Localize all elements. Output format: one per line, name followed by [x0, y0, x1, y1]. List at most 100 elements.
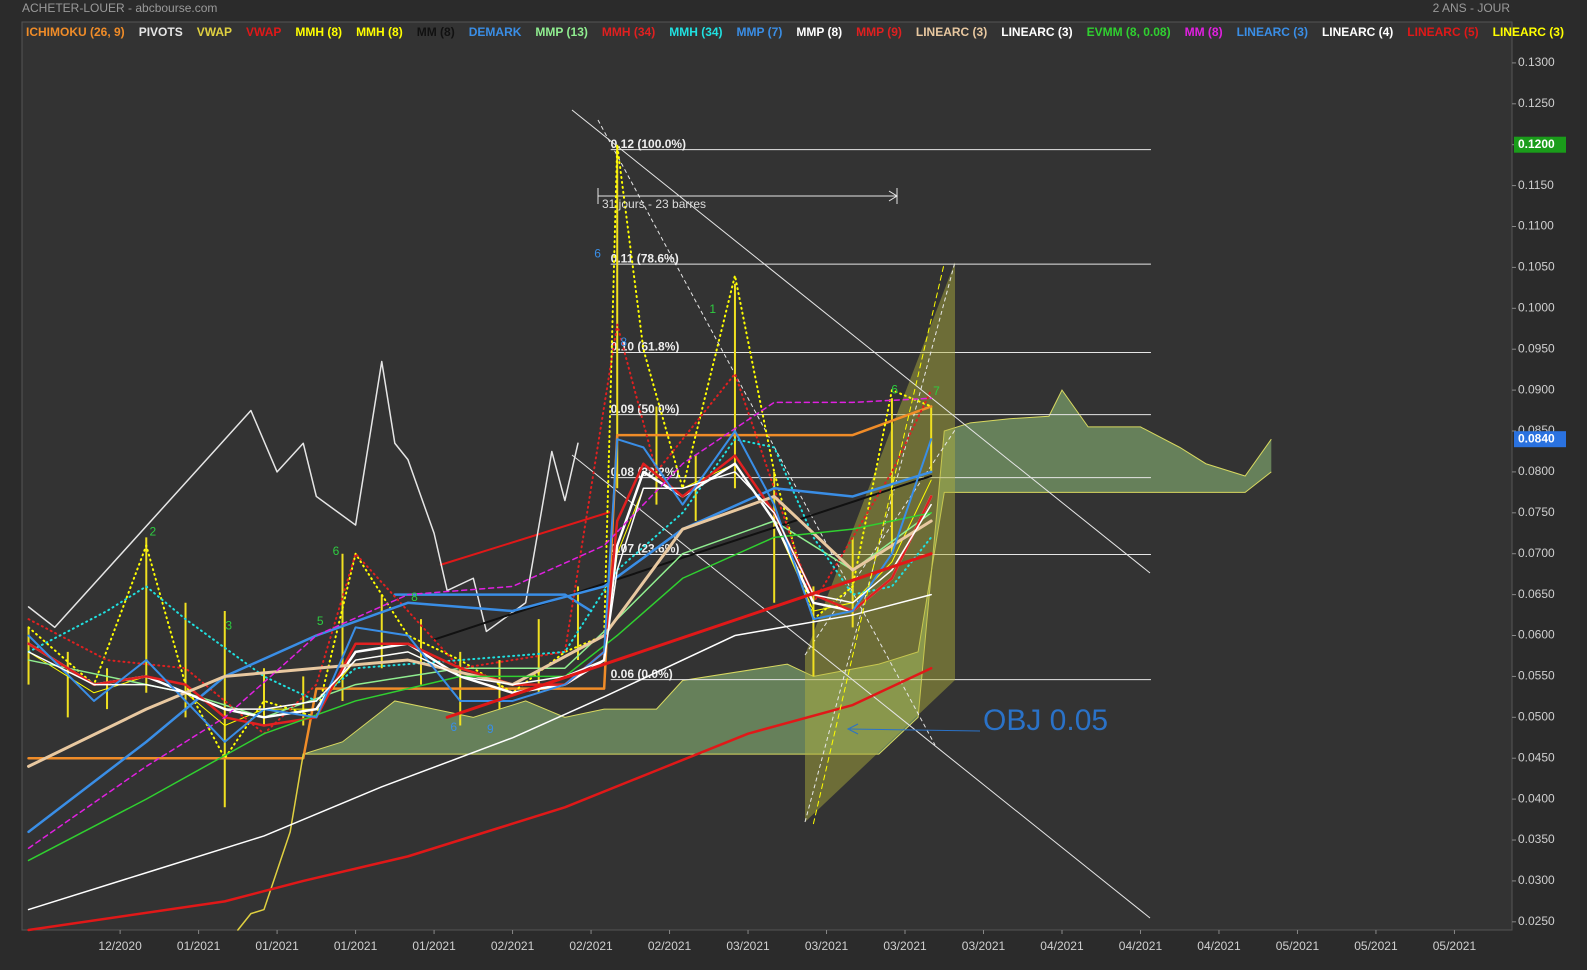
series-line — [393, 593, 593, 613]
y-tick-label: 0.0450 — [1518, 750, 1555, 764]
chart-title: ACHETER-LOUER - abcbourse.com — [22, 1, 217, 15]
legend-entry: EVMM (8, 0.08) — [1087, 25, 1171, 39]
x-tick-label: 01/2021 — [177, 939, 221, 953]
channel-edge — [804, 429, 956, 656]
series-line — [27, 593, 932, 911]
front-layer: 2 3 5 6 8 6 9 6 8 1 6 7 ICHIMOKU (26, 9) PIVOTS VWAP VW… — [26, 25, 1566, 932]
legend-entry: MMP (9) — [856, 25, 902, 39]
demark-count: 6 — [333, 544, 340, 558]
series-line — [27, 471, 932, 710]
demark-count: 6 — [594, 246, 601, 260]
legend-entry: LINEARC (3) — [1237, 25, 1308, 39]
y-tick-label: 0.0400 — [1518, 791, 1555, 805]
legend-entry: MMH (8) — [295, 25, 342, 39]
y-tick-label: 0.0300 — [1518, 873, 1555, 887]
legend-entry: LINEARC (3) — [916, 25, 987, 39]
x-tick-label: 04/2021 — [1119, 939, 1163, 953]
trendline — [571, 454, 1151, 919]
y-tick-label: 0.1050 — [1518, 260, 1555, 274]
legend-entry: LINEARC (3) — [1001, 25, 1072, 39]
series-line — [27, 666, 933, 932]
fibonacci-label: 0.11 (78.6%) — [611, 251, 679, 265]
series-line — [445, 552, 933, 719]
series-line — [27, 397, 932, 849]
x-tick-label: 03/2021 — [883, 939, 927, 953]
y-tick-label: 0.0350 — [1518, 832, 1555, 846]
y-tick-label: 0.1000 — [1518, 300, 1555, 314]
chart-subtitle: 2 ANS - JOUR — [1433, 1, 1511, 15]
y-tick-label: 0.0800 — [1518, 464, 1555, 478]
demark-count: 3 — [225, 619, 232, 633]
x-tick-label: 02/2021 — [569, 939, 613, 953]
trendlines — [439, 109, 1151, 919]
y-tick-label: 0.0700 — [1518, 546, 1555, 560]
demark-count: 5 — [317, 614, 324, 628]
demark-count: 2 — [149, 525, 156, 539]
legend-entry: MMP (8) — [796, 25, 842, 39]
objective-label: OBJ 0.05 — [983, 704, 1108, 737]
x-tick-label: 01/2021 — [334, 939, 378, 953]
series-line — [27, 430, 933, 743]
y-tick-label: 0.0600 — [1518, 628, 1555, 642]
cloud-span — [303, 389, 1272, 755]
legend-entry: PIVOTS — [139, 25, 183, 39]
demark-count: 6 — [450, 720, 457, 734]
measure-label: 31 jours - 23 barres — [602, 197, 706, 211]
price-badge — [1514, 431, 1566, 448]
measure-arrow — [888, 190, 898, 202]
x-tick-label: 03/2021 — [805, 939, 849, 953]
series-line — [237, 753, 305, 931]
legend-entry: DEMARK — [469, 25, 522, 39]
demark-count: 6 — [891, 382, 898, 396]
fibonacci-label: 0.10 (61.8%) — [611, 340, 680, 354]
y-tick-label: 0.0900 — [1518, 382, 1555, 396]
x-tick-label: 02/2021 — [491, 939, 535, 953]
series-line — [27, 405, 933, 760]
x-tick-label: 12/2020 — [98, 939, 142, 953]
legend-entry: MMH (34) — [669, 25, 722, 39]
series-line — [27, 360, 579, 633]
x-tick-label: 03/2021 — [726, 939, 770, 953]
fibonacci-label: 0.06 (0.0%) — [611, 667, 673, 681]
legend-entry: LINEARC (3) — [1493, 25, 1564, 39]
fibonacci-label: 0.12 (100.0%) — [611, 137, 686, 151]
y-tick-label: 0.0500 — [1518, 709, 1555, 723]
trendline — [597, 119, 936, 746]
x-tick-label: 04/2021 — [1040, 939, 1084, 953]
x-tick-label: 04/2021 — [1197, 939, 1241, 953]
y-tick-label: 0.0750 — [1518, 505, 1555, 519]
fibonacci-label: 0.09 (50.0%) — [611, 402, 680, 416]
demark-count: 9 — [487, 722, 494, 736]
objective-arrow — [849, 728, 981, 732]
y-tick-label: 0.0950 — [1518, 341, 1555, 355]
y-tick-label: 0.0650 — [1518, 587, 1555, 601]
trendline — [439, 511, 611, 566]
legend-entry: MM (8) — [417, 25, 455, 39]
x-tick-label: 03/2021 — [962, 939, 1006, 953]
plot-area — [21, 21, 1513, 931]
series-line — [812, 262, 945, 825]
x-tick-label: 05/2021 — [1276, 939, 1320, 953]
legend-entry: LINEARC (4) — [1322, 25, 1393, 39]
legend-entry: MMH (8) — [356, 25, 403, 39]
y-tick-label: 0.1300 — [1518, 55, 1555, 69]
y-tick-label: 0.1250 — [1518, 96, 1555, 110]
demark-count: 7 — [933, 384, 940, 398]
x-tick-label: 01/2021 — [255, 939, 299, 953]
objective-arrowhead — [846, 723, 859, 735]
legend-entry: MMP (7) — [737, 25, 783, 39]
legend-entry: VWAP — [246, 25, 281, 39]
y-tick-label: 0.0250 — [1518, 914, 1555, 928]
legend-entry: VWAP — [197, 25, 232, 39]
price-badge-label: 0.1200 — [1518, 137, 1555, 151]
legend-entry: MM (8) — [1185, 25, 1223, 39]
y-tick-label: 0.0550 — [1518, 669, 1555, 683]
price-badge-label: 0.0840 — [1518, 431, 1555, 445]
back-layer: 0.0250 0.0300 0.0350 0.0400 0.0450 0.0500 0.05… — [98, 55, 1555, 953]
y-tick-label: 0.1150 — [1518, 178, 1554, 192]
legend-entry: MMH (34) — [602, 25, 655, 39]
demark-count: 1 — [709, 302, 716, 316]
x-tick-label: 05/2021 — [1433, 939, 1477, 953]
legend-entry: LINEARC (5) — [1407, 25, 1478, 39]
